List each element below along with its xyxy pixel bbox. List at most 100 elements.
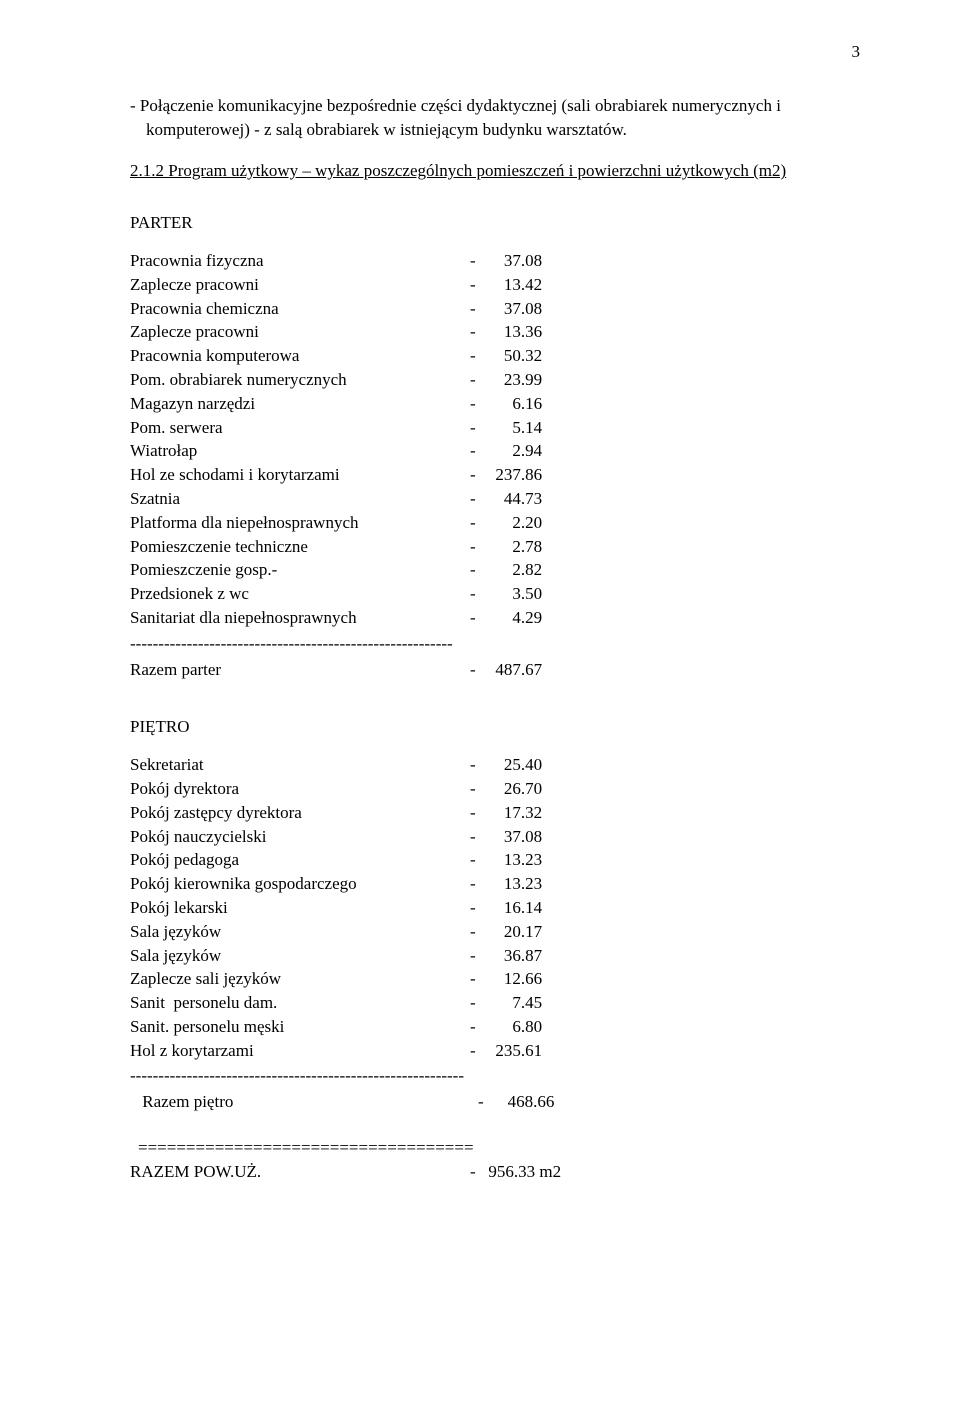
row-label: Hol z korytarzami (130, 1039, 470, 1063)
row-label: Szatnia (130, 487, 470, 511)
table-row: Sanit personelu dam.- 7.45 (130, 991, 860, 1015)
row-value: 3.50 (484, 582, 542, 606)
pietro-heading: PIĘTRO (130, 715, 860, 739)
row-label: Pokój kierownika gospodarczego (130, 872, 470, 896)
table-row: Sala języków- 20.17 (130, 920, 860, 944)
parter-table: Pracownia fizyczna- 37.08Zaplecze pracow… (130, 249, 860, 630)
row-label: Pom. serwera (130, 416, 470, 440)
table-row: Magazyn narzędzi- 6.16 (130, 392, 860, 416)
table-row: Pomieszczenie gosp.-- 2.82 (130, 558, 860, 582)
row-value: 16.14 (484, 896, 542, 920)
row-value: 6.16 (484, 392, 542, 416)
parter-divider: ----------------------------------------… (130, 632, 860, 656)
row-label: Platforma dla niepełnosprawnych (130, 511, 470, 535)
section-title: 2.1.2 Program użytkowy – wykaz poszczegó… (130, 159, 860, 183)
table-row: Pom. serwera- 5.14 (130, 416, 860, 440)
dash: - (470, 320, 484, 344)
dash: - (470, 658, 484, 682)
row-value: 13.23 (484, 872, 542, 896)
page-number: 3 (130, 40, 860, 64)
row-label: Sekretariat (130, 753, 470, 777)
dash: - (470, 463, 484, 487)
dash: - (470, 753, 484, 777)
table-row: Sekretariat- 25.40 (130, 753, 860, 777)
dash: - (470, 439, 484, 463)
dash: - (470, 1160, 488, 1184)
row-label: Sala języków (130, 920, 470, 944)
dash: - (470, 1015, 484, 1039)
row-label: Wiatrołap (130, 439, 470, 463)
row-value: 50.32 (484, 344, 542, 368)
dash: - (470, 920, 484, 944)
table-row: Hol ze schodami i korytarzami- 237.86 (130, 463, 860, 487)
row-value: 12.66 (484, 967, 542, 991)
row-label: Pokój lekarski (130, 896, 470, 920)
dash: - (470, 777, 484, 801)
table-row: Zaplecze sali języków- 12.66 (130, 967, 860, 991)
dash: - (470, 872, 484, 896)
table-row: Pokój zastępcy dyrektora- 17.32 (130, 801, 860, 825)
dash: - (470, 896, 484, 920)
table-row: Pokój dyrektora- 26.70 (130, 777, 860, 801)
dash: - (470, 848, 484, 872)
row-label: Pom. obrabiarek numerycznych (130, 368, 470, 392)
row-value: 25.40 (484, 753, 542, 777)
dash: - (470, 558, 484, 582)
dash: - (470, 368, 484, 392)
row-label: Zaplecze sali języków (130, 967, 470, 991)
row-value: 13.42 (484, 273, 542, 297)
row-label: Hol ze schodami i korytarzami (130, 463, 470, 487)
dash: - (470, 273, 484, 297)
row-label: Pokój zastępcy dyrektora (130, 801, 470, 825)
dash: - (470, 801, 484, 825)
grand-total-value: 956.33 m2 (488, 1160, 561, 1184)
row-value: 237.86 (484, 463, 542, 487)
pietro-divider: ----------------------------------------… (130, 1064, 860, 1088)
table-row: Platforma dla niepełnosprawnych- 2.20 (130, 511, 860, 535)
table-row: Pokój kierownika gospodarczego- 13.23 (130, 872, 860, 896)
row-value: 6.80 (484, 1015, 542, 1039)
row-value: 13.36 (484, 320, 542, 344)
grand-total-row: RAZEM POW.UŻ. - 956.33 m2 (130, 1160, 860, 1184)
row-value: 235.61 (484, 1039, 542, 1063)
row-value: 36.87 (484, 944, 542, 968)
parter-total-value: 487.67 (484, 658, 542, 682)
dash: - (470, 1039, 484, 1063)
row-label: Zaplecze pracowni (130, 273, 470, 297)
pietro-table: Sekretariat- 25.40Pokój dyrektora- 26.70… (130, 753, 860, 1062)
row-label: Magazyn narzędzi (130, 392, 470, 416)
row-label: Pracownia komputerowa (130, 344, 470, 368)
row-value: 44.73 (484, 487, 542, 511)
row-value: 2.20 (484, 511, 542, 535)
table-row: Pokój lekarski- 16.14 (130, 896, 860, 920)
row-label: Sanit personelu dam. (130, 991, 470, 1015)
table-row: Pokój nauczycielski- 37.08 (130, 825, 860, 849)
equals-divider: =================================== (130, 1136, 860, 1160)
table-row: Zaplecze pracowni- 13.42 (130, 273, 860, 297)
row-value: 17.32 (484, 801, 542, 825)
table-row: Pomieszczenie techniczne- 2.78 (130, 535, 860, 559)
table-row: Pracownia chemiczna- 37.08 (130, 297, 860, 321)
table-row: Wiatrołap- 2.94 (130, 439, 860, 463)
row-value: 4.29 (484, 606, 542, 630)
parter-total-row: Razem parter - 487.67 (130, 658, 860, 682)
row-label: Pokój nauczycielski (130, 825, 470, 849)
table-row: Pokój pedagoga- 13.23 (130, 848, 860, 872)
row-label: Sanitariat dla niepełnosprawnych (130, 606, 470, 630)
row-label: Pokój pedagoga (130, 848, 470, 872)
row-value: 5.14 (484, 416, 542, 440)
row-value: 23.99 (484, 368, 542, 392)
dash: - (470, 825, 484, 849)
row-value: 37.08 (484, 297, 542, 321)
row-label: Sanit. personelu męski (130, 1015, 470, 1039)
dash: - (478, 1090, 496, 1114)
row-label: Pomieszczenie techniczne (130, 535, 470, 559)
table-row: Szatnia- 44.73 (130, 487, 860, 511)
intro-paragraph: - Połączenie komunikacyjne bezpośrednie … (130, 94, 860, 142)
row-value: 13.23 (484, 848, 542, 872)
parter-heading: PARTER (130, 211, 860, 235)
dash: - (470, 944, 484, 968)
dash: - (470, 511, 484, 535)
row-label: Pokój dyrektora (130, 777, 470, 801)
row-label: Pracownia chemiczna (130, 297, 470, 321)
